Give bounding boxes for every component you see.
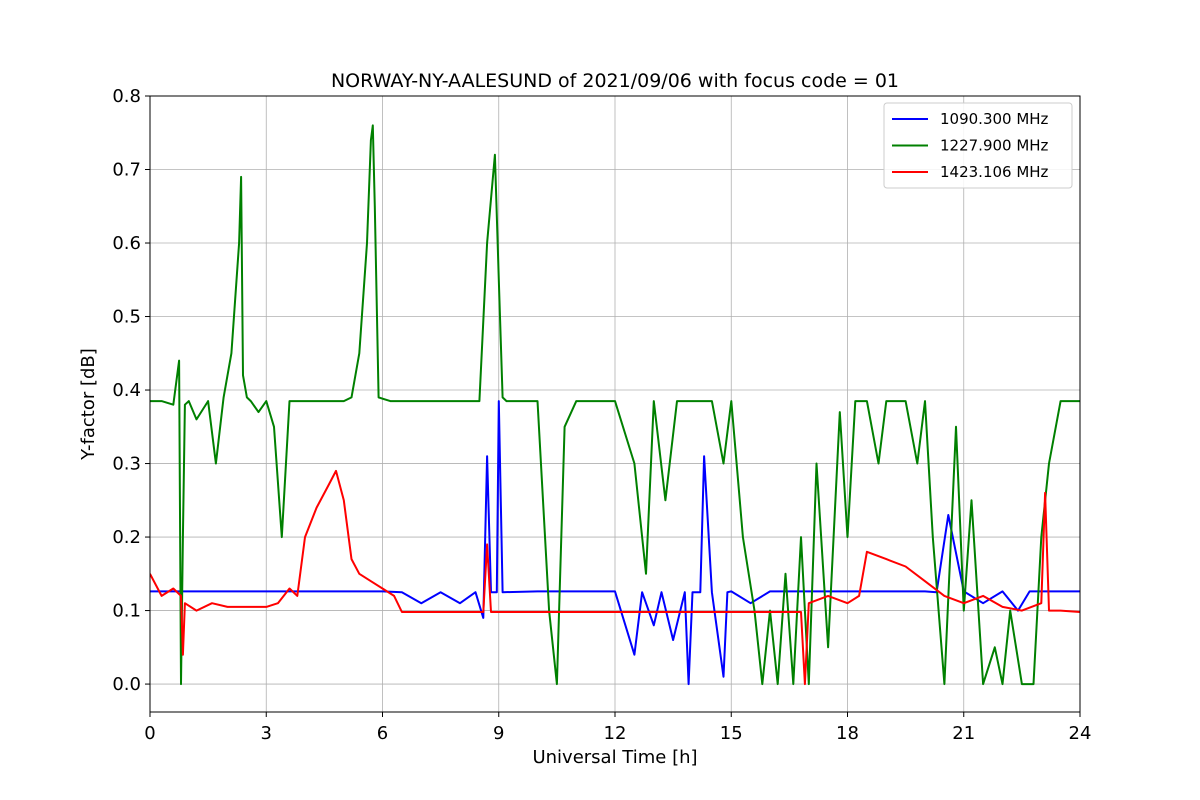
x-tick-label: 3 (261, 723, 272, 744)
x-tick-label: 24 (1069, 723, 1092, 744)
y-tick-label: 0.6 (112, 233, 141, 254)
plot-area (150, 124, 1080, 686)
y-tick-label: 0.2 (112, 527, 141, 548)
series-line-2 (150, 124, 1080, 686)
series-line-3 (150, 469, 1080, 686)
series-line-1 (150, 400, 1080, 686)
legend-box (883, 102, 1073, 189)
legend-label-2: 1227.900 MHz (940, 137, 1049, 155)
x-tick-label: 9 (493, 723, 504, 744)
x-tick-label: 18 (836, 723, 859, 744)
y-tick-label: 0.1 (112, 601, 141, 622)
y-tick-label: 0.3 (112, 454, 141, 475)
y-tick-label: 0.7 (112, 160, 141, 181)
axis-ticks: 0 3 6 9 12 15 18 21 24 0.0 0.1 0.2 0.3 0.4 0.5 0.6 0.7 0.… (112, 86, 1091, 744)
y-tick-label: 0.4 (112, 380, 141, 401)
y-tick-label: 0.8 (112, 86, 141, 107)
chart-title: NORWAY-NY-AALESUND of 2021/09/06 with fo… (331, 70, 899, 92)
x-tick-label: 21 (952, 723, 975, 744)
legend: 1090.300 MHz 1227.900 MHz 1423.106 MHz (883, 102, 1073, 189)
x-tick-label: 12 (604, 723, 627, 744)
y-tick-label: 0.5 (112, 307, 141, 328)
x-tick-label: 6 (377, 723, 388, 744)
x-tick-label: 15 (720, 723, 743, 744)
y-axis-label: Y-factor [dB] (78, 348, 99, 461)
series-lines (150, 124, 1080, 686)
legend-label-3: 1423.106 MHz (940, 163, 1049, 181)
x-axis-label: Universal Time [h] (532, 747, 697, 768)
legend-label-1: 1090.300 MHz (940, 110, 1049, 128)
y-tick-label: 0.0 (112, 674, 141, 695)
x-tick-label: 0 (144, 723, 155, 744)
